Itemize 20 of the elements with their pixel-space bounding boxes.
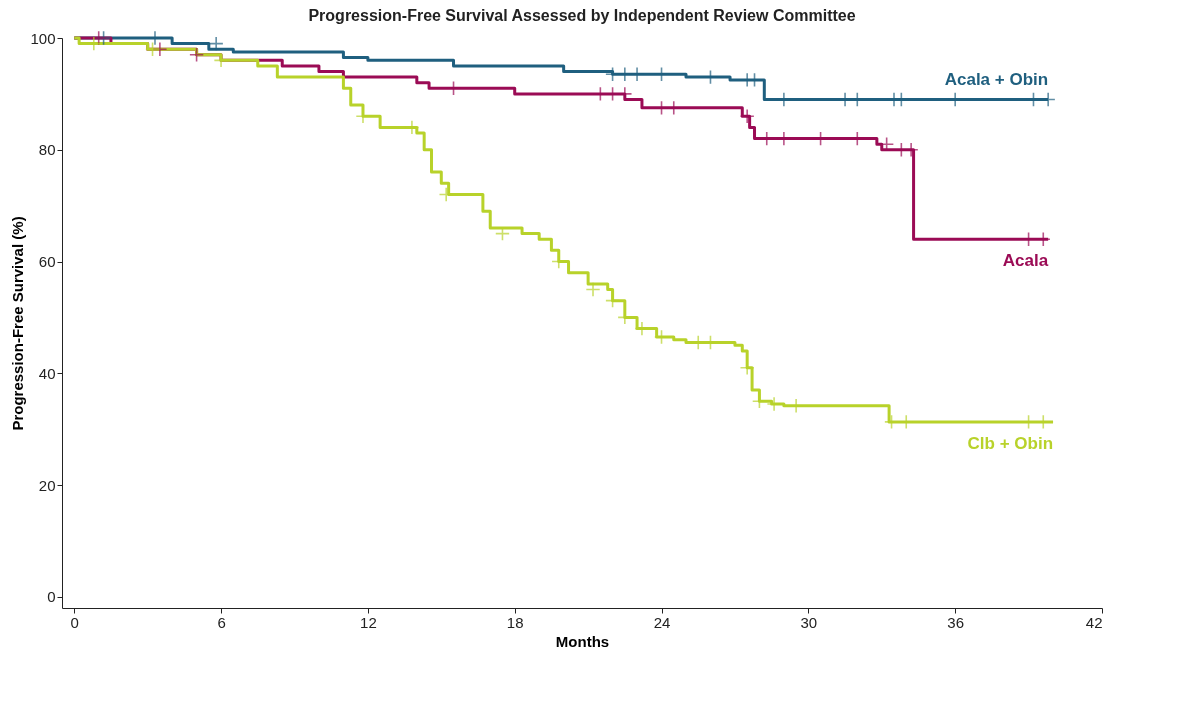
x-tick-label: 0	[70, 613, 79, 631]
x-tick-label: 30	[800, 613, 818, 631]
y-tick-label: 100	[30, 29, 56, 47]
chart-title: Progression-Free Survival Assessed by Independent Review Committee	[308, 7, 856, 25]
x-tick-label: 18	[506, 613, 524, 631]
series-label: Acala	[1002, 251, 1049, 271]
x-tick-label: 36	[947, 613, 965, 631]
x-axis-title: Months	[555, 632, 610, 650]
y-tick-label: 60	[38, 253, 56, 271]
x-tick-label: 6	[217, 613, 226, 631]
series-label: Acala + Obin	[944, 70, 1049, 90]
y-axis-title: Progression-Free Survival (%)	[9, 216, 27, 431]
y-tick-label: 0	[47, 588, 56, 606]
x-tick-label: 42	[1085, 613, 1103, 631]
y-tick-label: 40	[38, 364, 56, 382]
y-tick-label: 80	[38, 141, 56, 159]
y-tick-label: 20	[38, 476, 56, 494]
series-label: Clb + Obin	[967, 433, 1054, 453]
x-tick-label: 12	[360, 613, 377, 631]
x-tick-label: 24	[653, 613, 671, 631]
